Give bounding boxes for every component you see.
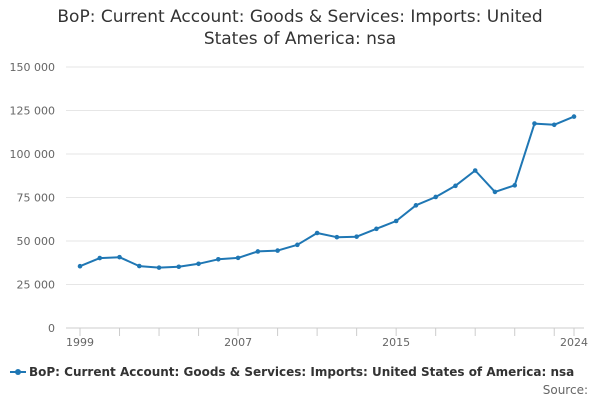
y-axis-tick-labels: 0 25 000 50 000 75 000 100 000 125 000 150 000 [10,61,56,335]
data-point[interactable] [393,218,399,224]
data-point[interactable] [512,183,518,188]
data-point[interactable] [156,265,162,270]
data-point[interactable] [295,242,300,248]
x-tick-label: 2007 [224,336,252,349]
source-label: Source: [542,383,588,397]
x-axis [66,327,584,336]
data-point[interactable] [492,189,498,195]
y-tick-label: 150 000 [10,61,56,74]
data-point[interactable] [77,263,83,269]
y-tick-label: 125 000 [10,105,56,118]
data-point[interactable] [176,264,182,270]
data-point[interactable] [453,183,458,189]
series-layer [77,114,577,270]
x-axis-tick-labels: 1999 2007 2015 2024 [66,336,588,349]
data-point[interactable] [413,203,419,208]
x-tick-label: 1999 [66,336,94,349]
legend-swatch-marker [15,368,21,375]
x-tick-label: 2015 [382,336,410,349]
legend-label[interactable]: BoP: Current Account: Goods & Services: … [29,364,575,379]
data-point[interactable] [354,234,359,239]
data-point[interactable] [97,255,103,261]
data-point[interactable] [216,256,221,262]
data-point[interactable] [571,114,577,119]
y-tick-label: 75 000 [17,192,56,205]
series-line[interactable] [79,115,575,269]
data-point[interactable] [136,263,142,269]
data-point[interactable] [334,234,340,240]
data-point[interactable] [255,249,261,254]
x-tick-label: 2024 [560,336,588,349]
legend[interactable]: BoP: Current Account: Goods & Services: … [10,364,595,382]
data-point[interactable] [275,248,280,253]
chart-title: BoP: Current Account: Goods & Services: … [0,6,600,50]
data-point[interactable] [314,230,320,236]
y-tick-label: 50 000 [17,235,56,248]
data-point[interactable] [551,122,557,128]
y-tick-label: 100 000 [10,148,56,161]
data-point[interactable] [532,121,537,126]
gridlines [66,66,584,285]
data-point[interactable] [374,226,379,232]
chart-title-line-2: States of America: nsa [203,29,397,49]
legend-swatch [10,366,26,378]
y-tick-label: 25 000 [17,279,56,292]
chart-title-line-1: BoP: Current Account: Goods & Services: … [57,7,543,27]
data-point[interactable] [235,255,241,261]
data-point[interactable] [196,261,201,267]
y-tick-label: 0 [48,322,55,335]
data-point[interactable] [433,194,438,200]
data-point[interactable] [117,254,122,260]
data-point[interactable] [472,168,478,173]
